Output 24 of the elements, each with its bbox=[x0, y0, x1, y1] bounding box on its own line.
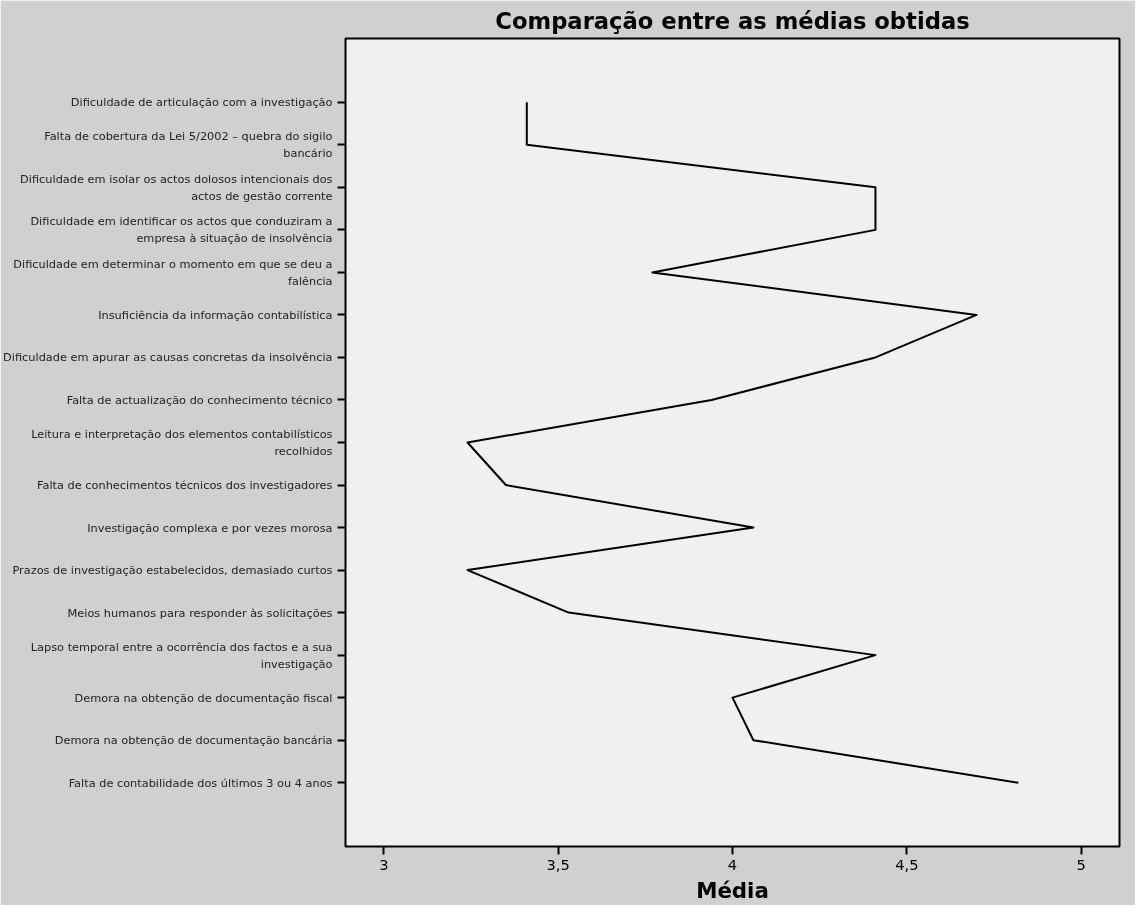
y-tick-label: Dificuldade em isolar os actos dolosos intencionais dos actos de gestão corrente bbox=[20, 171, 333, 203]
y-tick-label: Falta de actualização do conhecimento técnico bbox=[66, 392, 333, 407]
x-tick-label: 3 bbox=[379, 855, 389, 873]
y-tick-label: Insuficiência da informação contabilística bbox=[98, 307, 333, 322]
y-tick-label: Falta de cobertura da Lei 5/2002 – quebra do sigilo bancário bbox=[44, 129, 333, 161]
x-axis-title: Média bbox=[696, 877, 769, 903]
x-tick-label: 4 bbox=[727, 855, 738, 873]
y-tick-label: Demora na obtenção de documentação fiscal bbox=[74, 690, 333, 705]
y-tick-label: Lapso temporal entre a ocorrência dos factos e a sua investigação bbox=[30, 639, 333, 671]
y-tick-label: Dificuldade em apurar as causas concretas da insolvência bbox=[3, 350, 333, 365]
y-tick-label: Dificuldade de articulação com a investigação bbox=[70, 95, 333, 110]
y-tick-label: Demora na obtenção de documentação bancária bbox=[54, 733, 333, 748]
x-tick-label: 3,5 bbox=[546, 855, 570, 873]
y-tick-label: Leitura e interpretação dos elementos contabilísticos recolhidos bbox=[31, 427, 333, 458]
y-tick-label: Prazos de investigação estabelecidos, demasiado curtos bbox=[12, 563, 333, 578]
y-tick-label: Falta de conhecimentos técnicos dos investigadores bbox=[36, 478, 333, 493]
x-tick-label: 4,5 bbox=[895, 855, 919, 873]
y-tick-label: Falta de contabilidade dos últimos 3 ou 4 anos bbox=[68, 775, 333, 790]
y-tick-label: Dificuldade em determinar o momento em que se deu a falência bbox=[13, 256, 333, 288]
y-tick-label: Investigação complexa e por vezes morosa bbox=[87, 520, 333, 535]
chart-title: Comparação entre as médias obtidas bbox=[495, 7, 970, 34]
y-tick-label: Meios humanos para responder às solicitações bbox=[67, 605, 333, 620]
y-tick-label: Dificuldade em identificar os actos que conduziram a empresa à situação de insolvência bbox=[30, 214, 333, 246]
x-tick-label: 5 bbox=[1076, 855, 1086, 873]
